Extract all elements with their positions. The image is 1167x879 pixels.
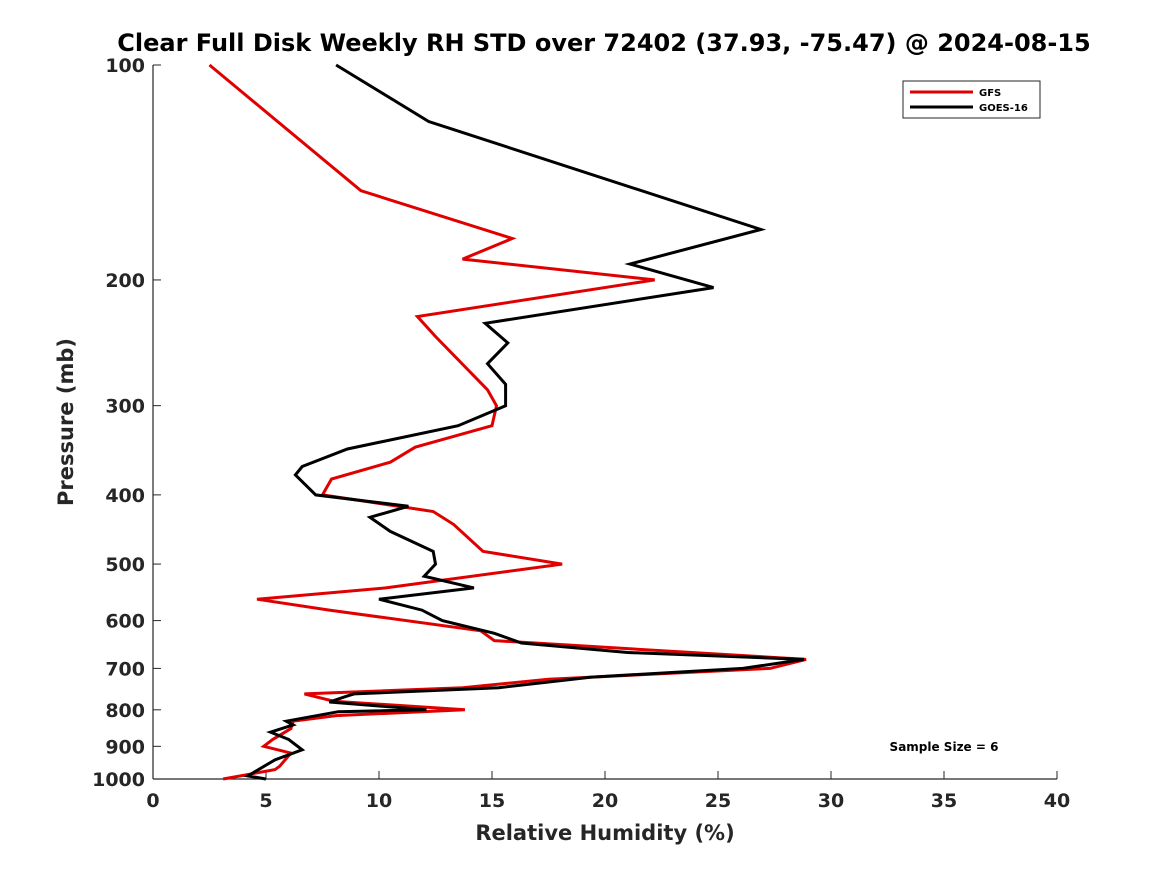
y-tick-label: 700: [105, 658, 145, 680]
y-tick-label: 500: [105, 554, 145, 576]
x-tick-label: 35: [931, 790, 957, 812]
y-tick-label: 400: [105, 485, 145, 507]
y-tick-label: 1000: [92, 769, 145, 791]
x-tick-label: 15: [479, 790, 505, 812]
chart-title: Clear Full Disk Weekly RH STD over 72402…: [117, 29, 1090, 57]
y-tick-label: 300: [105, 396, 145, 418]
x-tick-label: 5: [259, 790, 272, 812]
x-tick-label: 25: [705, 790, 731, 812]
sample-size-annotation: Sample Size = 6: [890, 740, 999, 754]
y-tick-label: 800: [105, 700, 145, 722]
y-tick-label: 100: [105, 55, 145, 77]
x-tick-label: 30: [818, 790, 844, 812]
y-axis-label: Pressure (mb): [54, 338, 78, 506]
y-tick-label: 900: [105, 736, 145, 758]
x-axis-ticks: 0 5 10 15 20 25 30 35 40: [146, 771, 1070, 812]
x-tick-label: 40: [1044, 790, 1070, 812]
series-line-goes-16: [243, 63, 805, 781]
legend-label: GFS: [979, 88, 1001, 99]
y-tick-label: 200: [105, 270, 145, 292]
legend-label: GOES-16: [979, 103, 1028, 114]
x-axis-label: Relative Humidity (%): [475, 821, 734, 845]
x-tick-label: 0: [146, 790, 159, 812]
y-axis-ticks: 100 200 300 400 500 600 700 800 900 1000: [92, 55, 161, 791]
legend-box: [902, 80, 1041, 119]
x-tick-label: 20: [592, 790, 618, 812]
x-tick-label: 10: [366, 790, 392, 812]
legend: GFS GOES-16: [902, 80, 1041, 119]
y-tick-label: 600: [105, 611, 145, 633]
series-layer: [208, 63, 807, 781]
